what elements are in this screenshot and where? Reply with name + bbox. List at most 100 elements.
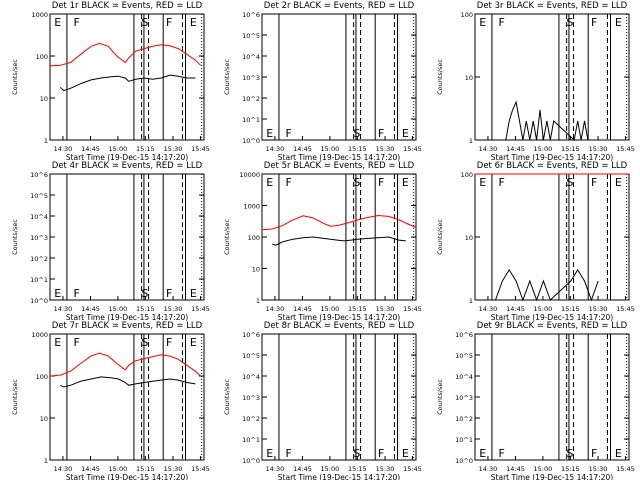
events-series <box>59 74 196 92</box>
event-marker: S <box>141 287 148 300</box>
x-tick-label: 15:45 <box>191 465 210 473</box>
plot-frame <box>261 13 417 141</box>
event-marker: F <box>378 176 384 189</box>
panel-title: Det 9r BLACK = Events, RED = LLD <box>477 321 628 331</box>
x-tick-label: 14:30 <box>479 465 498 473</box>
event-marker: F <box>74 16 80 29</box>
event-marker: E <box>615 176 622 189</box>
y-tick-label: 10^3 <box>242 394 260 402</box>
x-axis-label: Start Time (19-Dec-15 14:17:20) <box>66 153 188 162</box>
event-marker: E <box>190 16 197 29</box>
lld-series <box>49 42 201 67</box>
y-tick-label: 10^0 <box>242 137 260 145</box>
x-tick-label: 15:45 <box>403 305 422 313</box>
event-marker: E <box>479 447 486 460</box>
event-marker: E <box>615 447 622 460</box>
panel-9: Det 9r BLACK = Events, RED = LLD Counts/s… <box>436 321 635 480</box>
event-marker: F <box>286 447 292 460</box>
lld-series <box>49 352 201 377</box>
event-marker: S <box>353 127 360 140</box>
x-tick-label: 15:00 <box>534 465 553 473</box>
x-tick-label: 15:00 <box>534 145 553 153</box>
y-tick-label: 10^3 <box>455 394 473 402</box>
y-tick-label: 100 <box>461 171 473 179</box>
y-tick-label: 10^2 <box>30 255 48 263</box>
panel-6: Det 6r BLACK = Events, RED = LLD Counts/s… <box>436 161 635 322</box>
x-tick-label: 15:45 <box>616 465 635 473</box>
plot-frame <box>261 333 417 461</box>
event-marker: F <box>499 176 505 189</box>
event-marker: F <box>166 16 172 29</box>
event-marker: F <box>166 287 172 300</box>
y-axis-label: Counts/sec <box>223 379 231 415</box>
y-tick-label: 100 <box>36 373 48 381</box>
y-tick-label: 10^4 <box>455 373 473 381</box>
event-marker: E <box>479 16 486 29</box>
x-tick-label: 15:00 <box>109 305 128 313</box>
event-marker: E <box>54 16 61 29</box>
event-marker: E <box>190 336 197 349</box>
y-tick-label: 1000 <box>31 11 48 19</box>
x-tick-label: 15:30 <box>376 145 395 153</box>
panel-5: Det 5r BLACK = Events, RED = LLD Counts/s… <box>223 161 422 322</box>
y-tick-label: 10^5 <box>242 32 260 40</box>
x-tick-label: 14:45 <box>506 145 525 153</box>
x-tick-label: 15:00 <box>109 465 128 473</box>
x-tick-label: 14:30 <box>479 145 498 153</box>
plot-frame <box>49 173 205 301</box>
plot-frame <box>49 333 205 461</box>
y-tick-label: 10^6 <box>455 331 473 339</box>
x-tick-label: 15:15 <box>136 145 155 153</box>
x-tick-label: 14:30 <box>54 145 73 153</box>
y-tick-label: 10^5 <box>242 352 260 360</box>
event-marker: F <box>286 176 292 189</box>
event-marker: F <box>74 287 80 300</box>
x-tick-label: 15:00 <box>321 305 340 313</box>
event-marker: S <box>141 336 148 349</box>
y-tick-label: 10 <box>252 266 260 274</box>
y-tick-label: 10^1 <box>455 436 473 444</box>
event-marker: F <box>591 16 597 29</box>
x-tick-label: 15:45 <box>191 145 210 153</box>
x-tick-label: 15:30 <box>164 465 183 473</box>
plot-frame <box>49 13 205 141</box>
x-tick-label: 15:30 <box>376 465 395 473</box>
panel-title: Det 2r BLACK = Events, RED = LLD <box>264 1 415 11</box>
plot-frame <box>474 13 630 141</box>
event-marker: E <box>402 176 409 189</box>
y-tick-label: 1000 <box>243 203 260 211</box>
panel-title: Det 6r BLACK = Events, RED = LLD <box>477 161 628 171</box>
event-marker: E <box>190 287 197 300</box>
y-axis-label: Counts/sec <box>11 379 19 415</box>
y-tick-label: 10^2 <box>455 415 473 423</box>
x-tick-label: 14:45 <box>293 145 312 153</box>
panel-title: Det 5r BLACK = Events, RED = LLD <box>264 161 415 171</box>
event-marker: E <box>615 16 622 29</box>
x-tick-label: 15:15 <box>348 305 367 313</box>
x-axis-label: Start Time (19-Dec-15 14:17:20) <box>278 473 400 480</box>
x-tick-label: 14:45 <box>506 305 525 313</box>
x-tick-label: 15:00 <box>534 305 553 313</box>
panel-title: Det 8r BLACK = Events, RED = LLD <box>264 321 415 331</box>
y-tick-label: 10^4 <box>30 213 48 221</box>
x-tick-label: 15:15 <box>561 305 580 313</box>
panel-7: Det 7r BLACK = Events, RED = LLD Counts/s… <box>11 321 210 480</box>
y-axis-label: Counts/sec <box>436 379 444 415</box>
x-tick-label: 15:45 <box>616 305 635 313</box>
y-tick-label: 10 <box>40 95 48 103</box>
x-axis-label: Start Time (19-Dec-15 14:17:20) <box>491 473 613 480</box>
panel-2: Det 2r BLACK = Events, RED = LLD Counts/s… <box>223 1 422 162</box>
x-tick-label: 15:45 <box>403 145 422 153</box>
y-tick-label: 10^1 <box>242 116 260 124</box>
event-marker: F <box>286 127 292 140</box>
y-tick-label: 10^4 <box>242 373 260 381</box>
event-marker: E <box>266 127 273 140</box>
x-tick-label: 14:30 <box>54 305 73 313</box>
x-tick-label: 15:15 <box>136 305 155 313</box>
y-tick-label: 1 <box>469 137 473 145</box>
events-series <box>505 100 589 141</box>
panel-title: Det 3r BLACK = Events, RED = LLD <box>477 1 628 11</box>
x-tick-label: 14:45 <box>293 305 312 313</box>
y-tick-label: 10^0 <box>30 297 48 305</box>
